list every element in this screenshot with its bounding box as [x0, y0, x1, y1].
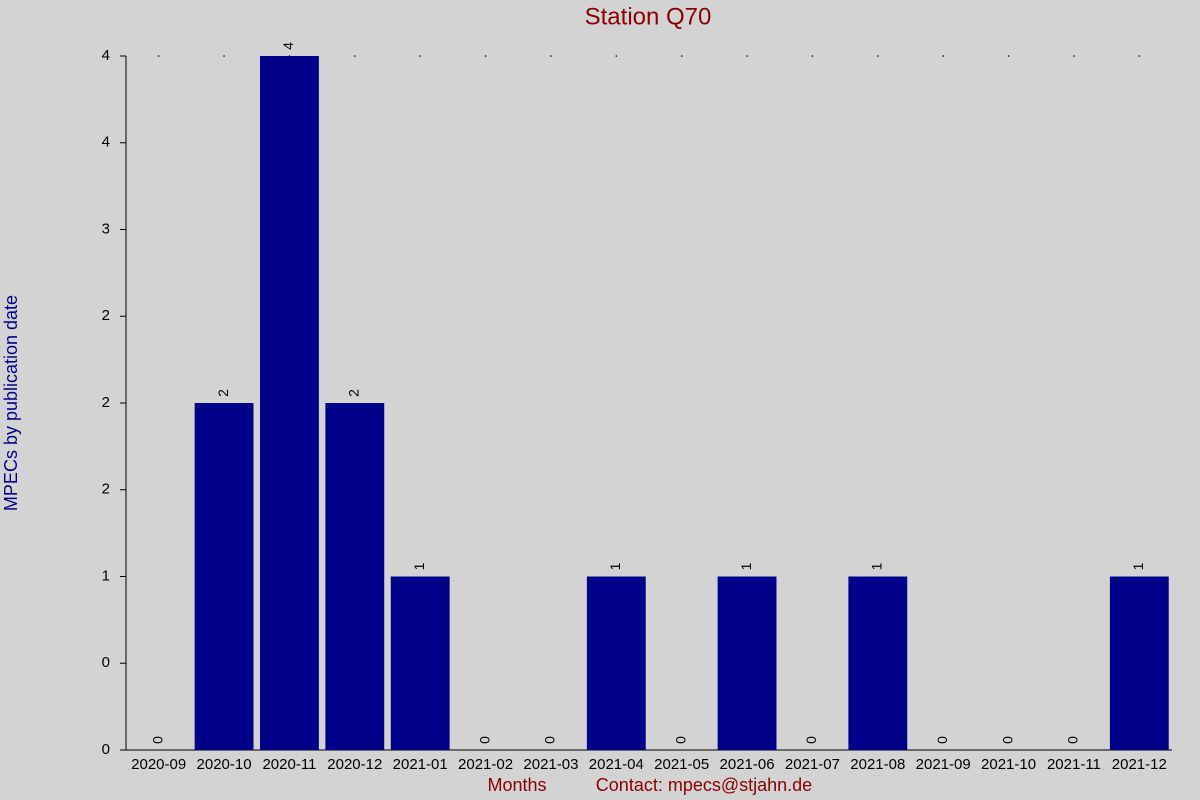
top-dot	[877, 55, 879, 57]
value-label: 0	[803, 736, 819, 744]
value-label: 2	[215, 389, 231, 397]
y-tick-label: 3	[102, 220, 110, 237]
value-label: 4	[280, 42, 296, 50]
bar	[717, 576, 777, 750]
contact: Contact: mpecs@stjahn.de	[596, 775, 812, 795]
bar	[260, 56, 319, 750]
top-dot	[746, 55, 748, 57]
bar	[586, 576, 646, 750]
value-label: 1	[869, 562, 885, 570]
bar	[194, 403, 254, 750]
top-dot	[419, 55, 421, 57]
value-label: 1	[411, 562, 427, 570]
x-tick-label: 2020-09	[131, 756, 186, 773]
top-dot	[615, 55, 618, 57]
value-label: 0	[934, 736, 950, 744]
y-tick-label: 1	[102, 567, 110, 584]
x-tick-label: 2021-07	[785, 756, 840, 773]
x-tick-label: 2021-06	[720, 756, 775, 773]
top-dot	[1138, 55, 1141, 57]
y-axis-label: MPECs by publication date	[1, 295, 21, 511]
top-dot	[550, 55, 552, 57]
bar	[390, 576, 450, 750]
y-tick-label: 2	[102, 481, 110, 498]
x-tick-label: 2021-12	[1112, 756, 1167, 773]
x-tick-label: 2020-10	[197, 756, 252, 773]
value-label: 0	[672, 736, 688, 744]
x-tick-label: 2021-08	[850, 756, 905, 773]
top-dot	[1073, 55, 1075, 57]
x-axis-label: Months	[487, 775, 546, 795]
value-label: 1	[1130, 562, 1146, 570]
value-label: 2	[346, 389, 362, 397]
top-dot	[942, 55, 944, 57]
top-dot	[157, 55, 160, 57]
bar	[1109, 576, 1169, 750]
x-tick-label: 2021-05	[654, 756, 709, 773]
x-tick-label: 2021-11	[1047, 756, 1101, 773]
bar	[325, 403, 385, 750]
x-tick-label: 2021-10	[981, 756, 1036, 773]
bar	[848, 576, 908, 750]
y-tick-label: 2	[102, 394, 110, 411]
value-label: 0	[1065, 736, 1081, 744]
value-label: 0	[542, 736, 558, 744]
x-tick-label: 2021-03	[523, 756, 578, 773]
top-dot	[223, 55, 225, 57]
top-dot	[354, 55, 356, 57]
top-dot	[811, 55, 814, 57]
top-dot	[1007, 55, 1010, 57]
x-tick-label: 2021-01	[393, 756, 448, 773]
x-tick-label: 2021-02	[458, 756, 513, 773]
y-tick-label: 4	[102, 134, 110, 151]
value-label: 1	[607, 562, 623, 570]
chart-title: Station Q70	[585, 3, 712, 30]
value-label: 0	[999, 736, 1015, 744]
value-label: 0	[476, 736, 492, 744]
value-label: 0	[149, 736, 165, 744]
top-dot	[484, 55, 487, 57]
y-tick-label: 4	[102, 47, 110, 64]
x-tick-label: 2020-11	[262, 756, 316, 773]
y-tick-label: 2	[102, 307, 110, 324]
value-label: 1	[738, 562, 754, 570]
x-tick-label: 2021-04	[589, 756, 644, 773]
top-dot	[680, 55, 683, 57]
y-tick-label: 0	[102, 741, 110, 758]
x-tick-label: 2020-12	[327, 756, 382, 773]
y-tick-label: 0	[102, 654, 110, 671]
x-tick-label: 2021-09	[916, 756, 971, 773]
